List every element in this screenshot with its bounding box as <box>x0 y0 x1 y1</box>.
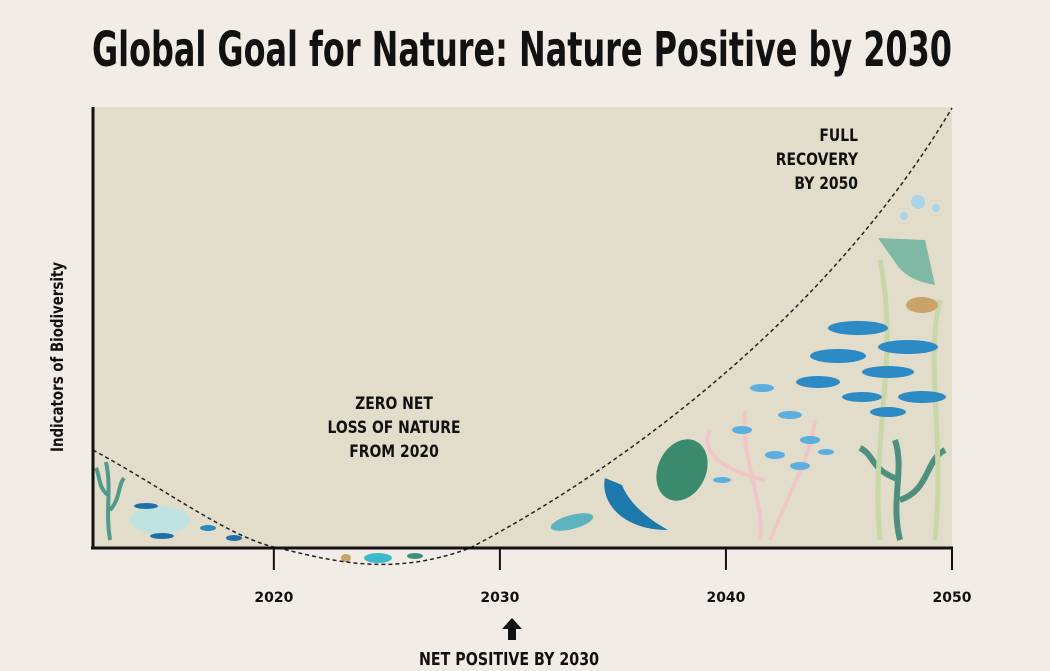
coral <box>130 506 190 534</box>
bubble <box>900 212 908 220</box>
zero-net-loss-label: ZERO NET LOSS OF NATURE FROM 2020 <box>327 394 460 462</box>
bubble <box>932 204 940 212</box>
fish-small <box>713 384 834 483</box>
fish-large <box>906 297 938 313</box>
y-axis-label: Indicators of Biodiversity <box>48 262 68 452</box>
turtle-small <box>341 554 351 562</box>
annotation-line: FULL <box>819 126 858 146</box>
dolphin <box>550 513 594 531</box>
turtle <box>656 439 708 501</box>
fish <box>150 533 174 539</box>
annotation-line: BY 2050 <box>794 174 858 194</box>
fish <box>226 535 242 541</box>
full-recovery-label: FULL RECOVERY BY 2050 <box>776 126 859 194</box>
trajectory-curve <box>92 107 953 566</box>
whale <box>604 478 668 530</box>
net-positive-label: NET POSITIVE BY 2030 <box>419 649 599 670</box>
arrow <box>502 618 522 640</box>
seaweed <box>94 461 126 541</box>
shark <box>364 553 392 563</box>
plot-area <box>93 107 952 548</box>
x-tick-label: 2030 <box>480 590 519 606</box>
manta <box>878 238 935 285</box>
x-tick-label: 2020 <box>254 590 293 606</box>
bubble <box>911 195 925 209</box>
kelp <box>875 259 943 541</box>
chart-title: Global Goal for Nature: Nature Positive … <box>92 22 952 78</box>
fish-school <box>796 321 946 417</box>
fish <box>134 503 158 509</box>
fish <box>407 553 423 559</box>
x-tick-label: 2050 <box>933 590 972 606</box>
decorations <box>94 195 947 563</box>
x-tick-label: 2040 <box>706 590 745 606</box>
annotation-line: RECOVERY <box>776 150 859 170</box>
annotation-line: LOSS OF NATURE <box>327 418 460 438</box>
annotation-line: FROM 2020 <box>349 442 439 462</box>
fish <box>200 525 216 531</box>
annotation-line: ZERO NET <box>355 394 433 414</box>
